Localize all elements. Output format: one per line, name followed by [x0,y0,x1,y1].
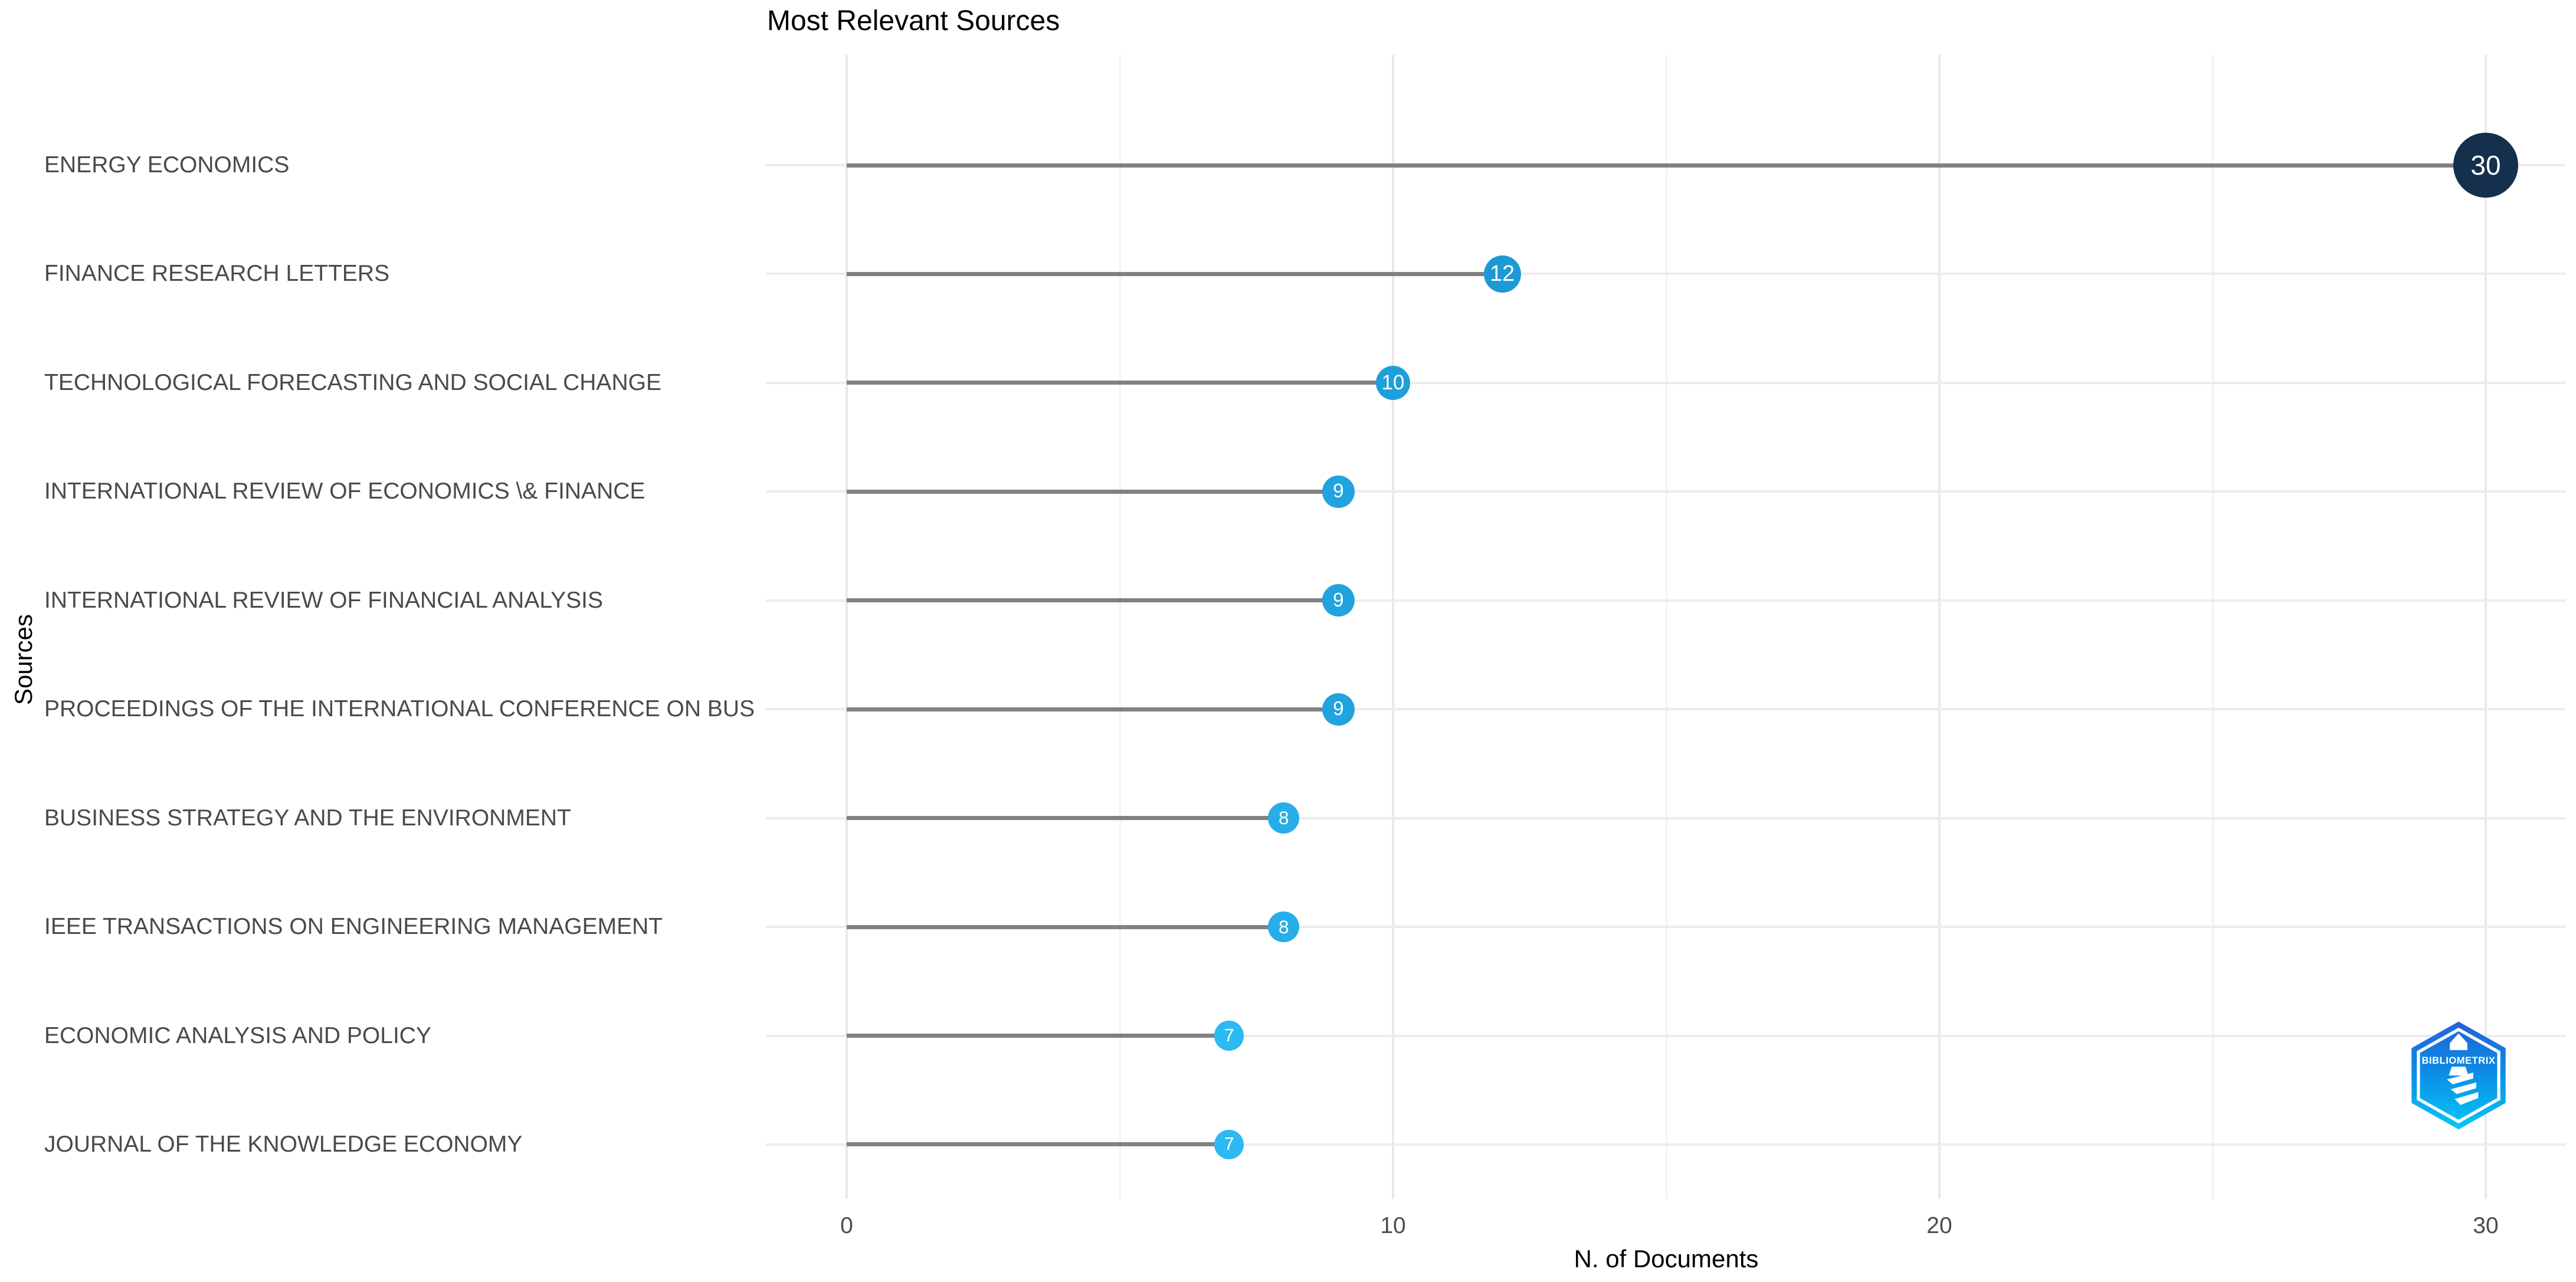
bibliometrix-logo: BIBLIOMETRIX [2411,1021,2506,1130]
stem-line [847,381,1393,385]
data-point: 12 [1483,255,1521,293]
chart-title: Most Relevant Sources [767,5,1060,37]
row-gridline [766,1034,2565,1037]
stem-line [847,598,1339,603]
logo-stair-3 [2454,1092,2479,1105]
data-point: 8 [1268,802,1300,834]
stem-line [847,489,1339,494]
major-gridline [845,55,848,1199]
data-point: 8 [1268,911,1300,943]
data-point: 9 [1322,693,1355,726]
logo-text: BIBLIOMETRIX [2422,1055,2496,1066]
x-tick-label: 20 [1926,1213,1952,1238]
major-gridline [2485,55,2487,1199]
x-tick-label: 10 [1380,1213,1406,1238]
stem-line [847,1142,1230,1147]
stem-line [847,707,1339,712]
logo-stair-1 [2447,1073,2473,1084]
x-tick-label: 30 [2473,1213,2499,1238]
data-point: 7 [1214,1129,1244,1160]
category-label: INTERNATIONAL REVIEW OF FINANCIAL ANALYS… [44,587,604,613]
row-gridline [766,381,2565,384]
category-label: JOURNAL OF THE KNOWLEDGE ECONOMY [44,1131,523,1157]
stem-line [847,271,1503,276]
logo-beacon-icon [2450,1033,2467,1050]
row-gridline [766,273,2565,276]
x-axis-title: N. of Documents [1574,1245,1759,1273]
stem-line [847,1034,1230,1038]
row-gridline [766,708,2565,711]
category-label: PROCEEDINGS OF THE INTERNATIONAL CONFERE… [44,696,755,722]
row-gridline [766,490,2565,493]
data-point: 30 [2453,133,2518,198]
category-label: BUSINESS STRATEGY AND THE ENVIRONMENT [44,805,571,831]
stem-line [847,924,1284,929]
row-gridline [766,599,2565,602]
row-gridline [766,926,2565,929]
logo-lighthouse-icon [2449,1067,2469,1076]
category-label: FINANCE RESEARCH LETTERS [44,261,390,287]
category-label: ECONOMIC ANALYSIS AND POLICY [44,1022,431,1048]
category-label: INTERNATIONAL REVIEW OF ECONOMICS \& FIN… [44,478,645,504]
data-point: 9 [1322,475,1355,508]
logo-stair-2 [2450,1082,2476,1094]
category-label: IEEE TRANSACTIONS ON ENGINEERING MANAGEM… [44,914,663,940]
major-gridline [1938,55,1941,1199]
x-tick-label: 0 [840,1213,853,1238]
row-gridline [766,817,2565,819]
stem-line [847,816,1284,821]
category-label: TECHNOLOGICAL FORECASTING AND SOCIAL CHA… [44,369,661,395]
minor-gridline [2211,55,2214,1199]
category-label: ENERGY ECONOMICS [44,152,290,178]
minor-gridline [1119,55,1121,1199]
logo-inner-hexagon [2417,1027,2500,1124]
y-axis-title: Sources [9,614,37,706]
major-gridline [1392,55,1394,1199]
data-point: 7 [1214,1021,1244,1051]
data-point: 9 [1322,584,1355,617]
stem-line [847,163,2486,168]
minor-gridline [1665,55,1667,1199]
data-point: 10 [1376,365,1410,400]
row-gridline [766,1143,2565,1146]
